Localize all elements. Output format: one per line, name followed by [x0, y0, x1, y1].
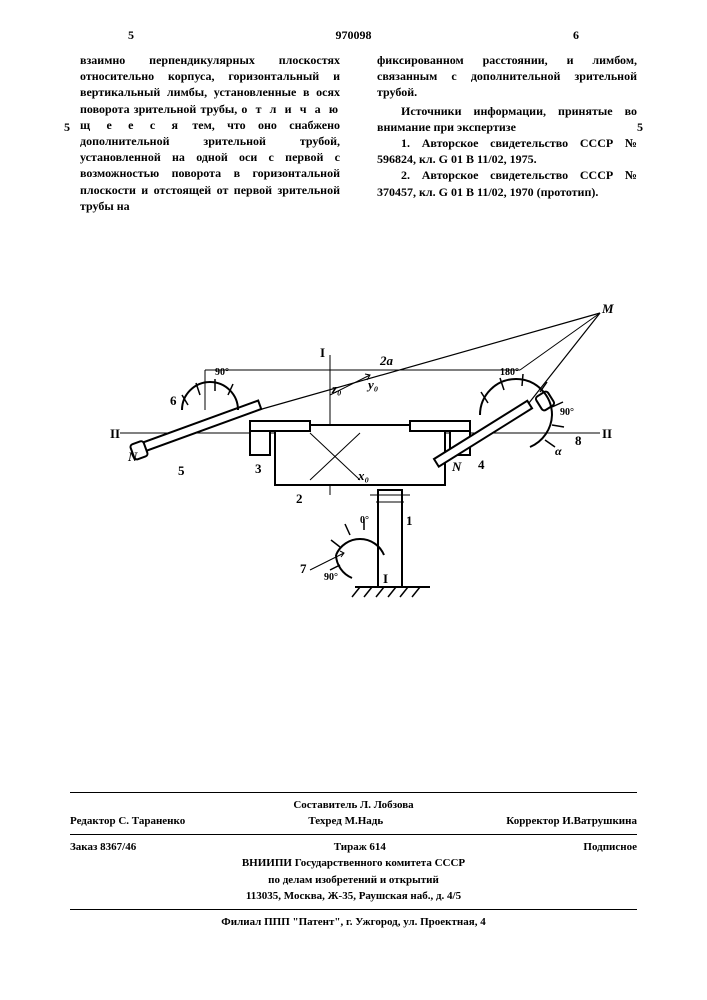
footer-block: Составитель Л. Лобзова Редактор С. Таран… — [70, 788, 637, 931]
page: 5 970098 6 5 5 взаимно перпендикулярных … — [0, 0, 707, 1000]
label-II-left: II — [110, 426, 120, 441]
label-3: 3 — [255, 461, 262, 476]
label-z0: z₀ — [331, 381, 342, 396]
footer-rule-3 — [70, 909, 637, 910]
label-4: 4 — [478, 457, 485, 472]
label-2: 2 — [296, 491, 303, 506]
col-label-right: 6 — [573, 28, 579, 43]
label-2a: 2a — [379, 353, 394, 368]
footer-order-row: Заказ 8367/46 Тираж 614 Подписное — [70, 839, 637, 856]
label-1: 1 — [406, 513, 413, 528]
label-7: 7 — [300, 561, 307, 576]
label-90-right: 90° — [560, 407, 574, 418]
footer-order: Заказ 8367/46 — [70, 839, 136, 856]
label-alpha: α — [555, 444, 562, 458]
left-text-column: взаимно перпендикулярных плоскостях отно… — [80, 52, 340, 214]
right-p3: 1. Авторское свидетельство СССР № 596824… — [377, 135, 637, 167]
label-II-right: II — [602, 426, 612, 441]
footer-corr: Корректор И.Ватрушкина — [506, 813, 637, 830]
diagram: M N N 2a I I II II y₀ x₀ z₀ 1 2 3 4 5 6 — [100, 295, 620, 615]
footer-credits-row: Редактор С. Тараненко Техред М.Надь Корр… — [70, 813, 637, 830]
label-5: 5 — [178, 463, 185, 478]
footer-org2: по делам изобретений и открытий — [70, 872, 637, 889]
label-N-left: N — [127, 449, 138, 464]
label-M: M — [601, 301, 614, 316]
footer-rule-2 — [70, 834, 637, 835]
footer-podpis: Подписное — [583, 839, 637, 856]
label-0: 0° — [360, 515, 369, 526]
label-6: 6 — [170, 393, 177, 408]
diagram-svg: M N N 2a I I II II y₀ x₀ z₀ 1 2 3 4 5 6 — [100, 295, 620, 615]
col-label-left: 5 — [128, 28, 134, 43]
label-90-bot: 90° — [324, 572, 338, 583]
footer-tech: Техред М.Надь — [308, 813, 383, 830]
right-text-column: фиксированном расстоянии, и лимбом, связ… — [377, 52, 637, 200]
label-I-bot: I — [383, 571, 388, 586]
label-x0: x₀ — [357, 468, 369, 483]
label-180: 180° — [500, 367, 519, 378]
footer-comp: Составитель Л. Лобзова — [70, 797, 637, 814]
label-90-left: 90° — [215, 367, 229, 378]
right-p1: фиксированном расстоянии, и лимбом, связ… — [377, 52, 637, 101]
line-marker-right: 5 — [637, 120, 643, 135]
right-p2: Источники информации, принятые во вниман… — [377, 103, 637, 135]
footer-org1: ВНИИПИ Государственного комитета СССР — [70, 855, 637, 872]
label-I-top: I — [320, 345, 325, 360]
footer-tirazh: Тираж 614 — [334, 839, 386, 856]
footer-rule-1 — [70, 792, 637, 793]
label-N-right: N — [451, 459, 462, 474]
right-p4: 2. Авторское свидетельство СССР № 370457… — [377, 167, 637, 199]
footer-filial: Филиал ППП "Патент", г. Ужгород, ул. Про… — [70, 914, 637, 931]
line-marker-left: 5 — [64, 120, 70, 135]
doc-number: 970098 — [336, 28, 372, 43]
footer-editor: Редактор С. Тараненко — [70, 813, 185, 830]
label-y0: y₀ — [366, 377, 378, 392]
label-8: 8 — [575, 433, 582, 448]
footer-addr: 113035, Москва, Ж-35, Раушская наб., д. … — [70, 888, 637, 905]
